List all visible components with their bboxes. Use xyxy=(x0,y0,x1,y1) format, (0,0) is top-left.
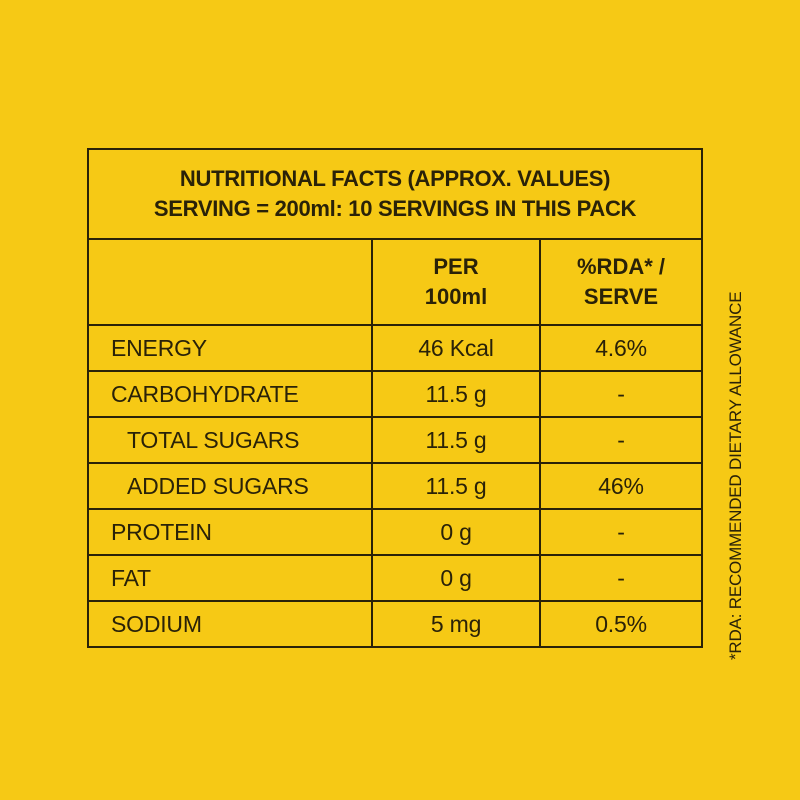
per-100ml-value: 11.5 g xyxy=(371,370,541,418)
nutrition-facts-table: NUTRITIONAL FACTS (APPROX. VALUES) SERVI… xyxy=(86,148,704,648)
per-100ml-value: 0 g xyxy=(371,554,541,602)
per-100ml-value: 11.5 g xyxy=(371,462,541,510)
serve-label: SERVE xyxy=(583,284,659,309)
nutrient-label: FAT xyxy=(87,554,373,602)
nutrient-label: ENERGY xyxy=(87,324,373,372)
table-row: ADDED SUGARS 11.5 g 46% xyxy=(87,462,704,510)
table-row: SODIUM 5 mg 0.5% xyxy=(87,600,704,648)
rda-value: - xyxy=(538,416,704,464)
per-100ml-value: 11.5 g xyxy=(371,416,541,464)
rda-value: - xyxy=(538,508,704,556)
table-row: ENERGY 46 Kcal 4.6% xyxy=(87,324,704,372)
per-100ml-value: 5 mg xyxy=(371,600,541,648)
rda-value: 46% xyxy=(538,462,704,510)
rda-footnote: *RDA: RECOMMENDED DIETARY ALLOWANCE xyxy=(726,291,745,660)
per-100ml-value: 0 g xyxy=(371,508,541,556)
rda-value: 4.6% xyxy=(538,324,704,372)
nutrient-label: SODIUM xyxy=(87,600,373,648)
header-serving: SERVING = 200ml: 10 SERVINGS IN THIS PAC… xyxy=(153,196,637,221)
per-100ml-value: 46 Kcal xyxy=(371,324,541,372)
rda-value: 0.5% xyxy=(538,600,704,648)
nutrient-label: ADDED SUGARS xyxy=(87,462,373,510)
rda-value: - xyxy=(538,554,704,602)
nutrient-label: PROTEIN xyxy=(87,508,373,556)
header-title: NUTRITIONAL FACTS (APPROX. VALUES) xyxy=(179,166,611,191)
per-100ml-column-header: PER 100ml xyxy=(371,238,541,326)
nutrient-column-header xyxy=(87,238,373,326)
nutrient-label: TOTAL SUGARS xyxy=(87,416,373,464)
nutrient-label: CARBOHYDRATE xyxy=(87,370,373,418)
rda-value: - xyxy=(538,370,704,418)
rda-label: %RDA* / xyxy=(577,254,666,279)
table-row: CARBOHYDRATE 11.5 g - xyxy=(87,370,704,418)
per-unit-label: 100ml xyxy=(424,284,488,309)
rda-column-header: %RDA* / SERVE xyxy=(538,238,704,326)
table-header: NUTRITIONAL FACTS (APPROX. VALUES) SERVI… xyxy=(86,148,704,240)
table-row: PROTEIN 0 g - xyxy=(87,508,704,556)
table-row: TOTAL SUGARS 11.5 g - xyxy=(87,416,704,464)
table-row: FAT 0 g - xyxy=(87,554,704,602)
per-label: PER xyxy=(433,254,479,279)
